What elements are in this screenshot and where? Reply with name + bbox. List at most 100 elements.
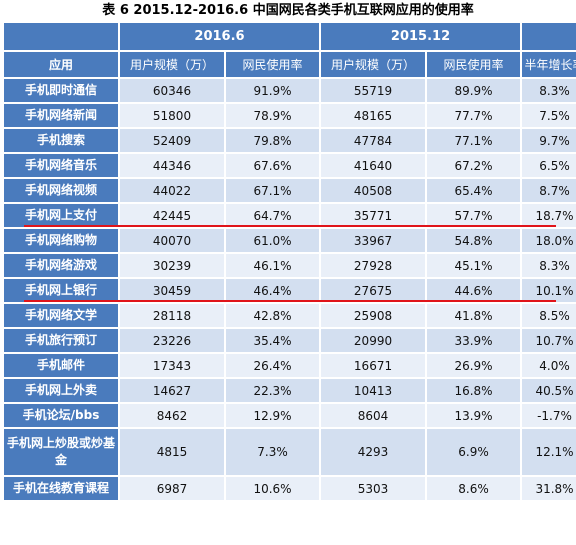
growth-header: 半年增长率 (522, 52, 576, 79)
app-name: 手机网络新闻 (4, 104, 120, 129)
growth-rate: 4.0% (522, 354, 576, 379)
users-2015: 48165 (321, 104, 428, 129)
rate-2015: 54.8% (427, 229, 523, 254)
table-row: 手机旅行预订 23226 35.4% 20990 33.9% 10.7% (4, 329, 576, 354)
table-row: 手机网络文学 28118 42.8% 25908 41.8% 8.5% (4, 304, 576, 329)
rate-2016: 10.6% (226, 477, 322, 502)
users-2016: 23226 (120, 329, 226, 354)
table-title: 表 6 2015.12-2016.6 中国网民各类手机互联网应用的使用率 (102, 3, 474, 18)
users-2015: 41640 (321, 154, 428, 179)
table-row: 手机网上外卖 14627 22.3% 10413 16.8% 40.5% (4, 379, 576, 404)
users-2016: 60346 (120, 79, 226, 104)
growth-rate: 8.7% (522, 179, 576, 204)
app-name: 手机论坛/bbs (4, 404, 120, 429)
app-name: 手机网上外卖 (4, 379, 120, 404)
growth-rate: 31.8% (522, 477, 576, 502)
users-2015: 20990 (321, 329, 428, 354)
rate-2016: 26.4% (226, 354, 322, 379)
rate-2015: 44.6% (427, 279, 523, 304)
rate-2016: 67.6% (226, 154, 322, 179)
table-row: 手机邮件 17343 26.4% 16671 26.9% 4.0% (4, 354, 576, 379)
table-row: 手机网络音乐 44346 67.6% 41640 67.2% 6.5% (4, 154, 576, 179)
period-2016-header: 2016.6 (120, 23, 322, 52)
rate-2016: 42.8% (226, 304, 322, 329)
users-2016: 28118 (120, 304, 226, 329)
users-2016: 44022 (120, 179, 226, 204)
table-row-highlighted: 手机网上银行 30459 46.4% 27675 44.6% 10.1% (4, 279, 576, 304)
app-name: 手机邮件 (4, 354, 120, 379)
table-row: 手机网络新闻 51800 78.9% 48165 77.7% 7.5% (4, 104, 576, 129)
app-name: 手机旅行预订 (4, 329, 120, 354)
highlight-underline-banking (24, 300, 556, 302)
rate-2016: 22.3% (226, 379, 322, 404)
rate-2015: 77.7% (427, 104, 523, 129)
mobile-app-usage-table: 2016.6 2015.12 应用 用户规模（万） 网民使用率 用户规模（万） … (4, 23, 576, 502)
rate-2015: 41.8% (427, 304, 523, 329)
users-2016-header: 用户规模（万） (120, 52, 226, 79)
rate-2015: 26.9% (427, 354, 523, 379)
table-row: 手机即时通信 60346 91.9% 55719 89.9% 8.3% (4, 79, 576, 104)
rate-2015: 13.9% (427, 404, 523, 429)
highlight-underline-payment (24, 225, 556, 227)
rate-2016: 67.1% (226, 179, 322, 204)
rate-2015: 16.8% (427, 379, 523, 404)
users-2015: 27928 (321, 254, 428, 279)
rate-2015: 33.9% (427, 329, 523, 354)
rate-2016: 46.1% (226, 254, 322, 279)
users-2016: 52409 (120, 129, 226, 154)
growth-rate: 7.5% (522, 104, 576, 129)
growth-rate: 10.7% (522, 329, 576, 354)
growth-rate: 18.7% (522, 204, 576, 229)
users-2015: 10413 (321, 379, 428, 404)
users-2016: 40070 (120, 229, 226, 254)
users-2015: 55719 (321, 79, 428, 104)
rate-2016: 35.4% (226, 329, 322, 354)
rate-2016: 61.0% (226, 229, 322, 254)
users-2015: 25908 (321, 304, 428, 329)
table-body: 手机即时通信 60346 91.9% 55719 89.9% 8.3% 手机网络新闻 518… (4, 79, 576, 502)
users-2016: 17343 (120, 354, 226, 379)
users-2015: 4293 (321, 429, 428, 477)
rate-2016: 91.9% (226, 79, 322, 104)
app-name: 手机网络游戏 (4, 254, 120, 279)
rate-2016: 64.7% (226, 204, 322, 229)
users-2016: 8462 (120, 404, 226, 429)
users-2015: 33967 (321, 229, 428, 254)
users-2016: 42445 (120, 204, 226, 229)
rate-2015: 77.1% (427, 129, 523, 154)
app-name: 手机网络视频 (4, 179, 120, 204)
users-2016: 4815 (120, 429, 226, 477)
rate-2015: 6.9% (427, 429, 523, 477)
growth-rate: 10.1% (522, 279, 576, 304)
growth-rate: 8.3% (522, 79, 576, 104)
rate-2015: 8.6% (427, 477, 523, 502)
app-name: 手机网上炒股或炒基金 (4, 429, 120, 477)
table-row: 手机在线教育课程 6987 10.6% 5303 8.6% 31.8% (4, 477, 576, 502)
header-blank (4, 23, 120, 52)
table-row: 手机论坛/bbs 8462 12.9% 8604 13.9% -1.7% (4, 404, 576, 429)
users-2015-header: 用户规模（万） (321, 52, 428, 79)
users-2016: 44346 (120, 154, 226, 179)
users-2016: 30459 (120, 279, 226, 304)
table-row: 手机网络购物 40070 61.0% 33967 54.8% 18.0% (4, 229, 576, 254)
rate-2016: 12.9% (226, 404, 322, 429)
growth-rate: 9.7% (522, 129, 576, 154)
rate-2015: 57.7% (427, 204, 523, 229)
growth-rate: 40.5% (522, 379, 576, 404)
rate-2016: 78.9% (226, 104, 322, 129)
rate-2016: 79.8% (226, 129, 322, 154)
users-2015: 47784 (321, 129, 428, 154)
users-2015: 8604 (321, 404, 428, 429)
growth-rate: 8.3% (522, 254, 576, 279)
users-2015: 40508 (321, 179, 428, 204)
growth-rate: 6.5% (522, 154, 576, 179)
app-name: 手机网络文学 (4, 304, 120, 329)
rate-2016: 46.4% (226, 279, 322, 304)
table-row: 手机网络游戏 30239 46.1% 27928 45.1% 8.3% (4, 254, 576, 279)
rate-2015: 65.4% (427, 179, 523, 204)
users-2015: 5303 (321, 477, 428, 502)
rate-2015-header: 网民使用率 (427, 52, 523, 79)
table-row-highlighted: 手机网上支付 42445 64.7% 35771 57.7% 18.7% (4, 204, 576, 229)
table-row: 手机搜索 52409 79.8% 47784 77.1% 9.7% (4, 129, 576, 154)
growth-rate: 8.5% (522, 304, 576, 329)
